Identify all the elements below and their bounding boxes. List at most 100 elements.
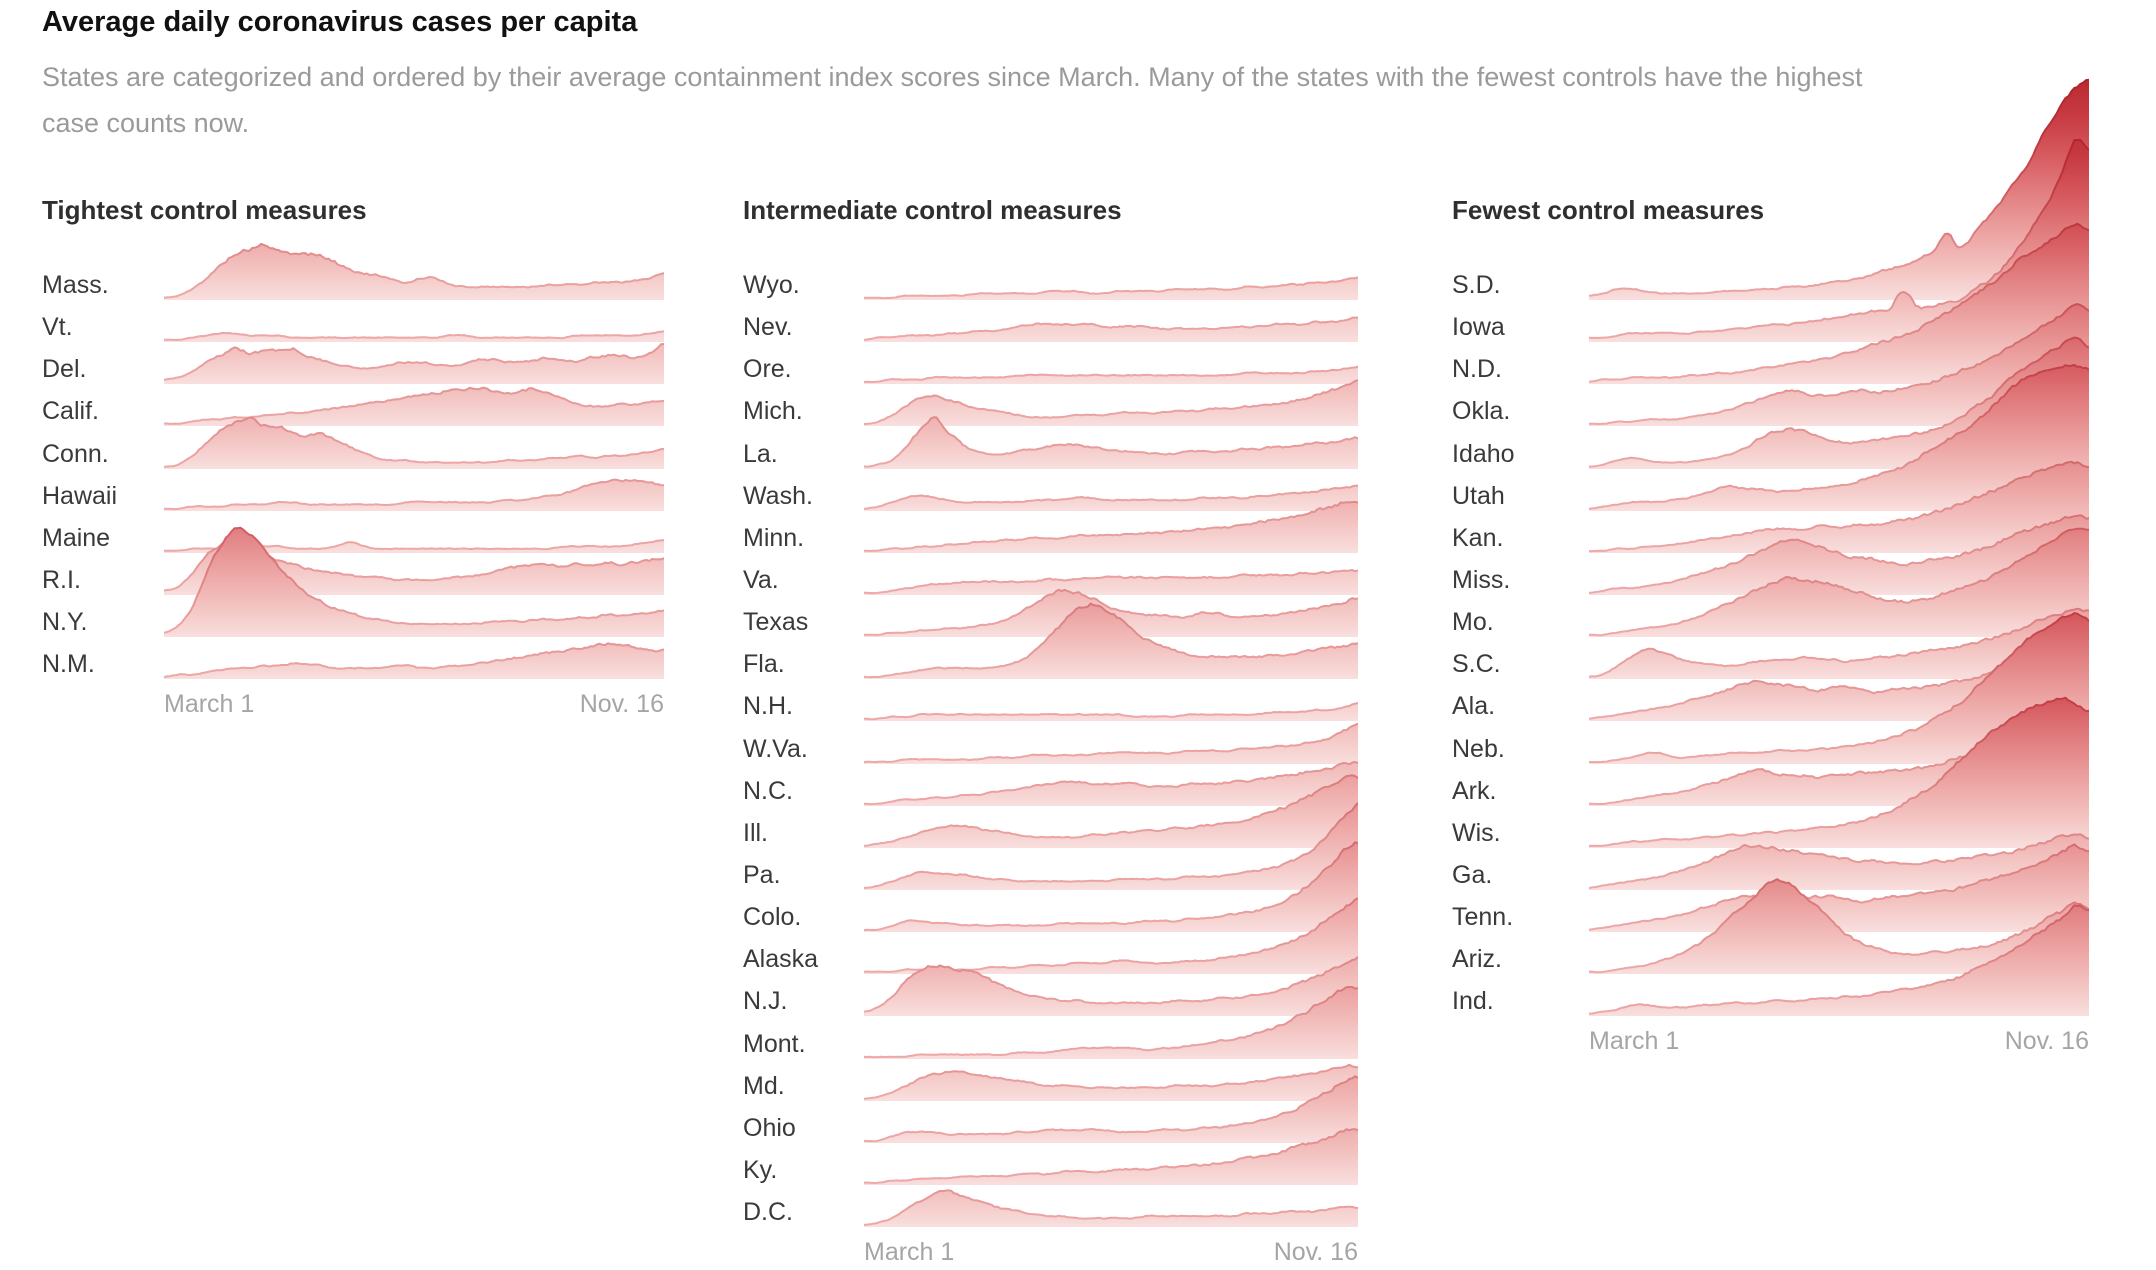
area-fill: [1589, 613, 2089, 764]
area-fill: [164, 243, 664, 300]
column-header-fewest: Fewest control measures: [1452, 195, 1765, 225]
state-area-chart: [864, 1075, 1358, 1143]
x-axis-start-label: March 1: [164, 690, 255, 718]
area-fill: [1589, 905, 2089, 1016]
state-label: S.C.: [1452, 650, 1501, 678]
area-line: [864, 588, 1358, 636]
state-area-chart: [1589, 878, 2089, 974]
state-label: Ind.: [1452, 987, 1494, 1015]
state-label: Ore.: [743, 355, 792, 383]
state-label: Ark.: [1452, 777, 1497, 805]
area-fill: [164, 527, 664, 637]
state-label: Nev.: [743, 313, 793, 341]
area-fill: [864, 723, 1358, 764]
state-label: Maine: [42, 524, 111, 552]
state-label: Utah: [1452, 482, 1505, 510]
area-line: [864, 379, 1358, 425]
x-axis: March 1 Nov. 16: [164, 690, 664, 719]
state-label: N.D.: [1452, 355, 1502, 383]
state-area-chart: [864, 416, 1358, 469]
state-area-chart: [1589, 363, 2089, 511]
area-fill: [864, 898, 1358, 974]
state-area-chart: [1589, 303, 2089, 426]
state-label: Iowa: [1452, 313, 1505, 341]
area-line: [864, 1075, 1358, 1143]
state-label: N.C.: [743, 777, 793, 805]
area-line: [1589, 514, 2089, 594]
state-label: Neb.: [1452, 735, 1505, 763]
area-line: [864, 416, 1358, 468]
subtitle-line-1: States are categorized and ordered by th…: [42, 62, 1863, 92]
state-area-chart: [1589, 607, 2089, 679]
area-line: [1589, 904, 2089, 1015]
area-fill: [864, 501, 1358, 553]
state-label: Del.: [42, 355, 87, 383]
state-label: Md.: [743, 1072, 785, 1100]
area-line: [1589, 222, 2089, 383]
state-label: Wyo.: [743, 271, 800, 299]
state-area-chart: [864, 986, 1358, 1059]
state-label: Alaska: [743, 945, 819, 973]
state-label: Mich.: [743, 397, 803, 425]
page-title: Average daily coronavirus cases per capi…: [42, 6, 638, 38]
area-fill: [1589, 304, 2089, 426]
state-area-chart: [864, 702, 1358, 721]
area-fill: [864, 762, 1358, 806]
state-label: S.D.: [1452, 271, 1501, 299]
area-fill: [864, 417, 1358, 469]
state-area-chart: [864, 841, 1358, 932]
state-label: Minn.: [743, 524, 805, 552]
area-line: [864, 761, 1358, 806]
area-fill: [1589, 621, 2089, 721]
area-line: [864, 484, 1358, 510]
area-line: [864, 841, 1358, 932]
x-axis-start-label: March 1: [1589, 1027, 1680, 1055]
state-area-chart: [864, 1063, 1358, 1101]
state-label: Conn.: [42, 440, 109, 468]
area-line: [164, 642, 664, 678]
state-label: Ariz.: [1452, 945, 1502, 973]
area-line: [164, 330, 664, 341]
area-line: [164, 526, 664, 634]
state-area-chart: [864, 774, 1358, 848]
area-line: [864, 1128, 1358, 1185]
state-area-chart: [864, 722, 1358, 764]
area-fill: [864, 1190, 1358, 1227]
area-line: [1589, 303, 2089, 425]
state-label: La.: [743, 440, 778, 468]
area-fill: [864, 1129, 1358, 1185]
state-label: Ala.: [1452, 692, 1496, 720]
area-line: [864, 276, 1358, 300]
area-line: [864, 1063, 1358, 1100]
area-line: [1589, 843, 2089, 931]
area-fill: [864, 956, 1358, 1016]
state-label: Mo.: [1452, 608, 1494, 636]
state-label: Idaho: [1452, 440, 1515, 468]
area-fill: [864, 775, 1358, 848]
state-area-chart: [864, 276, 1358, 300]
state-area-chart: [864, 316, 1358, 342]
area-fill: [1589, 364, 2089, 511]
area-fill: [164, 331, 664, 342]
area-line: [864, 602, 1358, 679]
area-line: [164, 416, 664, 468]
area-line: [864, 1189, 1358, 1226]
area-fill: [164, 387, 664, 426]
area-line: [864, 365, 1358, 383]
area-fill: [1589, 844, 2089, 932]
area-line: [1589, 527, 2089, 637]
area-line: [864, 956, 1358, 1013]
x-axis: March 1 Nov. 16: [864, 1238, 1358, 1267]
area-line: [864, 569, 1358, 595]
state-label: N.Y.: [42, 608, 88, 636]
area-line: [1589, 363, 2089, 510]
x-axis-end-label: Nov. 16: [2004, 1027, 2089, 1055]
area-line: [864, 500, 1358, 552]
area-line: [1589, 138, 2089, 339]
state-area-chart: [1589, 696, 2089, 848]
state-label: Ohio: [743, 1114, 796, 1142]
state-label: Tenn.: [1452, 903, 1514, 931]
state-area-chart: [864, 500, 1358, 553]
area-fill: [864, 703, 1358, 721]
